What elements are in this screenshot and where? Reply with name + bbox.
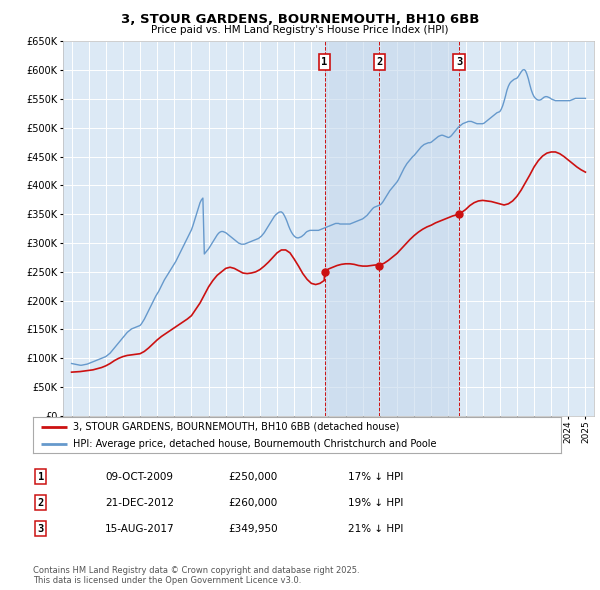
Text: 3, STOUR GARDENS, BOURNEMOUTH, BH10 6BB (detached house): 3, STOUR GARDENS, BOURNEMOUTH, BH10 6BB … [73, 422, 399, 432]
Text: Price paid vs. HM Land Registry's House Price Index (HPI): Price paid vs. HM Land Registry's House … [151, 25, 449, 35]
Text: 3, STOUR GARDENS, BOURNEMOUTH, BH10 6BB: 3, STOUR GARDENS, BOURNEMOUTH, BH10 6BB [121, 13, 479, 26]
Bar [325, 41, 459, 416]
Text: £250,000: £250,000 [228, 472, 277, 481]
Text: 1: 1 [322, 57, 328, 67]
Text: 19% ↓ HPI: 19% ↓ HPI [348, 498, 403, 507]
Text: 1: 1 [38, 472, 44, 481]
Text: 2: 2 [38, 498, 44, 507]
Text: 15-AUG-2017: 15-AUG-2017 [105, 524, 175, 533]
Text: £260,000: £260,000 [228, 498, 277, 507]
Text: £349,950: £349,950 [228, 524, 278, 533]
Text: 17% ↓ HPI: 17% ↓ HPI [348, 472, 403, 481]
Text: 3: 3 [38, 524, 44, 533]
Text: Contains HM Land Registry data © Crown copyright and database right 2025.
This d: Contains HM Land Registry data © Crown c… [33, 566, 359, 585]
Text: 09-OCT-2009: 09-OCT-2009 [105, 472, 173, 481]
Text: 3: 3 [456, 57, 462, 67]
Text: HPI: Average price, detached house, Bournemouth Christchurch and Poole: HPI: Average price, detached house, Bour… [73, 439, 436, 449]
Text: 21-DEC-2012: 21-DEC-2012 [105, 498, 174, 507]
Text: 21% ↓ HPI: 21% ↓ HPI [348, 524, 403, 533]
Text: 2: 2 [376, 57, 382, 67]
